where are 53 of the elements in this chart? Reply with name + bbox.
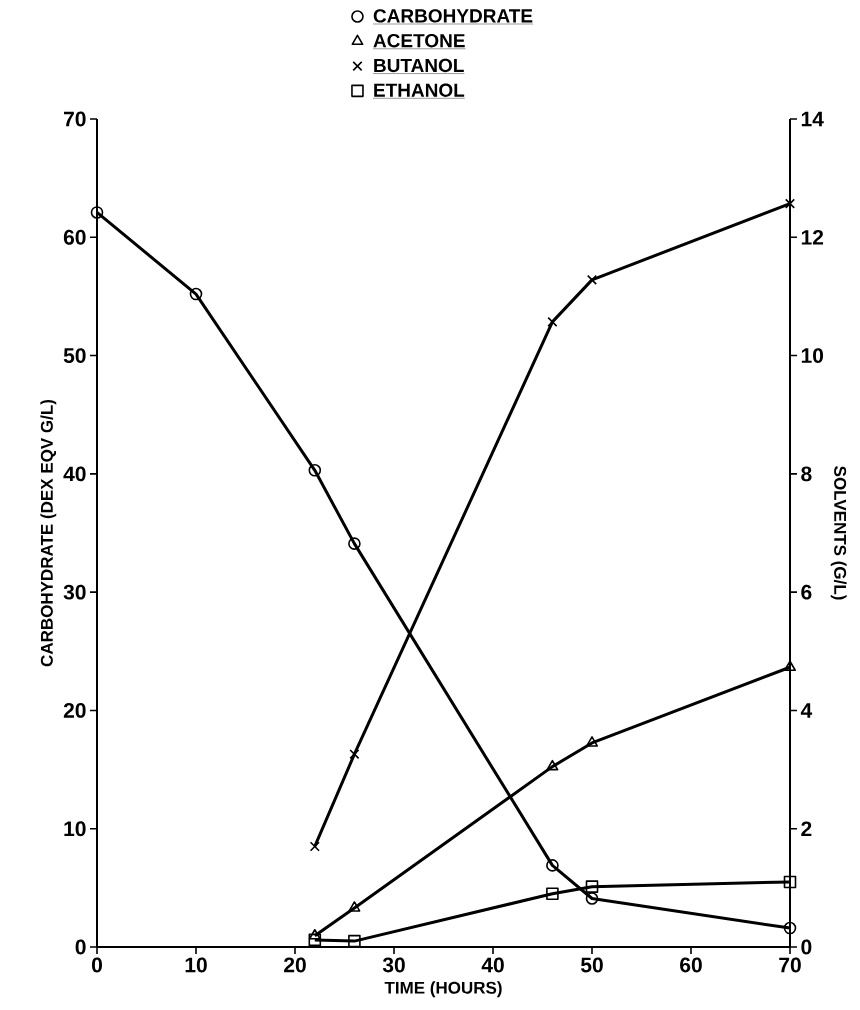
point xyxy=(348,901,361,912)
y2-tick-label: 2 xyxy=(801,821,812,837)
point xyxy=(546,759,559,771)
point xyxy=(586,736,598,747)
y2-tick-label: 6 xyxy=(801,584,812,600)
legend-label: ACETONE xyxy=(373,33,465,48)
y-axis-title: CARBOHYDRATE (DEX EQV G/L) xyxy=(40,399,57,667)
point xyxy=(547,316,558,327)
point xyxy=(784,660,796,672)
y-tick-label: 10 xyxy=(64,821,86,837)
x-tick-label: 0 xyxy=(91,957,102,973)
y2-tick-label: 10 xyxy=(801,348,824,363)
point xyxy=(348,934,361,948)
y2-tick-label: 14 xyxy=(801,111,824,127)
x-tick-label: 10 xyxy=(185,957,207,973)
point xyxy=(90,206,104,219)
point xyxy=(585,892,599,905)
y2-tick-label: 4 xyxy=(800,703,813,718)
point xyxy=(308,933,322,947)
point xyxy=(783,875,797,889)
x-tick-label: 30 xyxy=(382,957,405,973)
legend-label: BUTANOL xyxy=(374,58,464,73)
y-tick-label: 50 xyxy=(63,348,86,363)
y2-axis-title: SOLVENTS (G/L) xyxy=(830,466,847,600)
y2-tick-label: 0 xyxy=(801,939,812,955)
point xyxy=(585,880,599,893)
x-axis-title: TIME (HOURS) xyxy=(384,981,502,998)
y-tick-label: 70 xyxy=(64,111,86,127)
legend-label: ETHANOL xyxy=(374,83,465,97)
point xyxy=(189,287,203,301)
x-tick-label: 60 xyxy=(680,957,702,973)
y-tick-label: 20 xyxy=(63,702,86,718)
point xyxy=(308,928,321,940)
x-tick-label: 20 xyxy=(284,957,306,973)
point xyxy=(586,274,598,285)
y2-tick-label: 8 xyxy=(801,466,812,482)
y-tick-label: 60 xyxy=(63,229,86,245)
y-tick-label: 30 xyxy=(63,584,86,600)
point xyxy=(784,198,796,209)
x-tick-label: 40 xyxy=(481,957,504,973)
point xyxy=(348,537,361,550)
point xyxy=(546,859,559,872)
y2-tick-label: 12 xyxy=(801,229,824,245)
point xyxy=(546,887,559,901)
point xyxy=(308,464,322,477)
point xyxy=(349,749,360,760)
x-tick-label: 50 xyxy=(580,957,603,973)
point xyxy=(783,921,797,935)
point xyxy=(309,841,320,852)
x-tick-label: 70 xyxy=(779,957,801,973)
y-tick-label: 0 xyxy=(75,939,86,955)
legend-label: CARBOHYDRATE xyxy=(373,9,533,23)
y-tick-label: 40 xyxy=(63,466,86,482)
